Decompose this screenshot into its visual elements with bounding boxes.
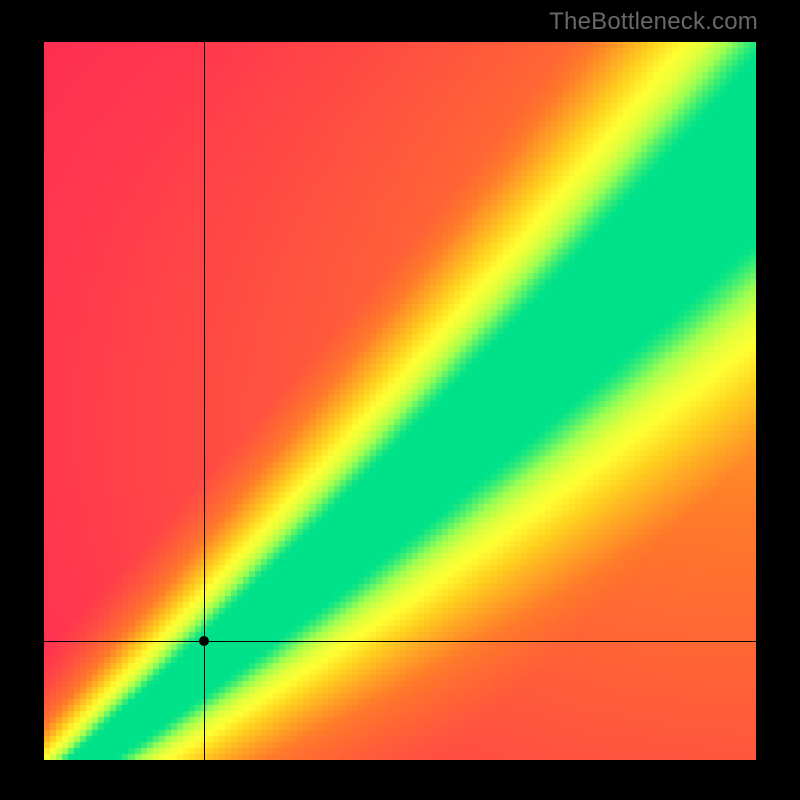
crosshair-horizontal xyxy=(44,641,756,642)
selection-marker xyxy=(199,636,209,646)
chart-frame: TheBottleneck.com xyxy=(0,0,800,800)
heatmap-canvas xyxy=(44,42,756,760)
watermark-text: TheBottleneck.com xyxy=(549,8,758,36)
plot-area xyxy=(44,42,756,760)
crosshair-vertical xyxy=(204,42,205,760)
